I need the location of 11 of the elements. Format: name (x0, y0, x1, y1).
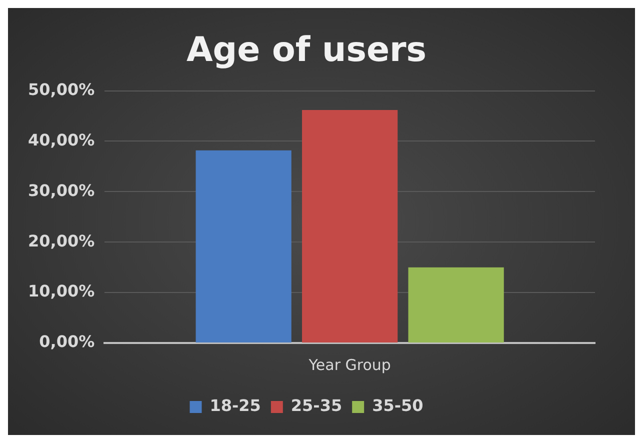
y-tick-label: 50,00% (28, 80, 95, 99)
y-tick-label: 40,00% (28, 130, 95, 150)
chart-title: Age of users (186, 30, 427, 70)
legend-label: 35-50 (372, 396, 424, 416)
y-tick-label: 20,00% (28, 231, 95, 250)
y-tick-label: 0,00% (39, 332, 95, 352)
y-tick-label: 10,00% (28, 282, 95, 301)
x-tick-label: Year Group (308, 356, 391, 374)
legend-label: 25-35 (290, 396, 342, 416)
legend-label: 18-25 (210, 396, 261, 416)
y-tick-label: 30,00% (28, 180, 95, 200)
